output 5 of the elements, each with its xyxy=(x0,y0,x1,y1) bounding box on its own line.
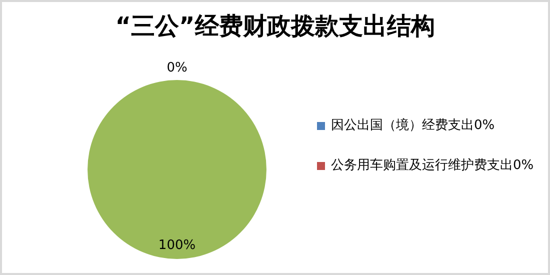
legend-label: 因公出国（境）经费支出0% xyxy=(331,117,495,135)
chart-title: “三公”经费财政拨款支出结构 xyxy=(114,11,436,42)
data-label: 100% xyxy=(158,238,196,253)
text: 0% xyxy=(166,60,188,76)
legend-label: 公务用车购置及运行维护费支出0% xyxy=(331,157,534,175)
